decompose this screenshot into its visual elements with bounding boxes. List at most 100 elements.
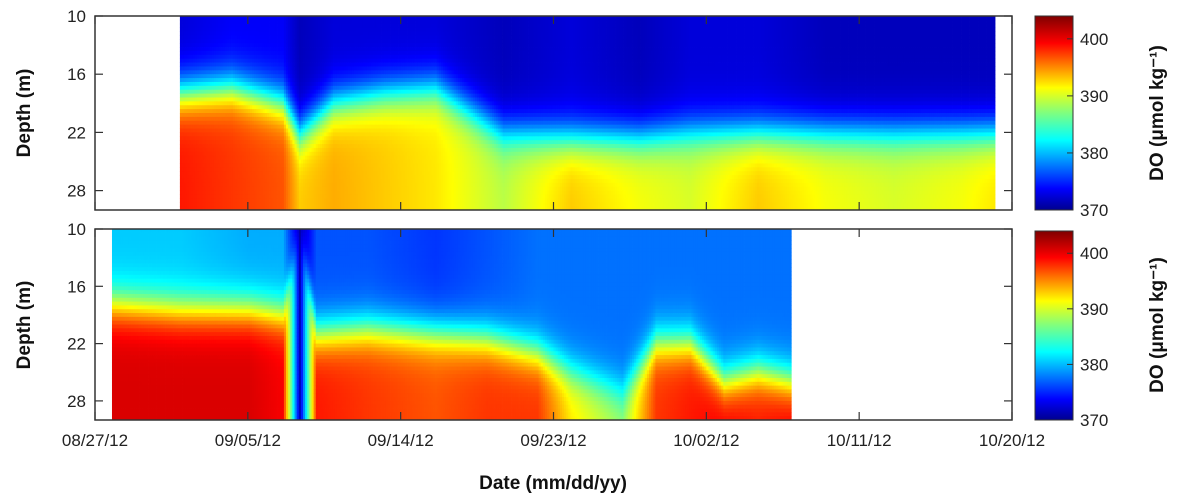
heatmap-cell: [279, 39, 283, 44]
heatmap-cell: [201, 47, 204, 52]
heatmap-cell: [241, 182, 244, 188]
heatmap-cell: [264, 70, 268, 75]
heatmap-cell: [266, 58, 270, 63]
heatmap-cell: [286, 66, 289, 71]
heatmap-cell: [283, 128, 287, 133]
heatmap-cell: [222, 85, 225, 91]
heatmap-cell: [222, 124, 225, 129]
heatmap-cell: [179, 136, 183, 141]
heatmap-cell: [209, 132, 213, 137]
heatmap-cell: [211, 66, 215, 71]
heatmap-cell: [182, 140, 185, 145]
heatmap-cell: [211, 78, 215, 83]
heatmap-cell: [230, 136, 234, 141]
heatmap-cell: [288, 171, 291, 176]
heatmap-cell: [184, 206, 187, 210]
heatmap-cell: [249, 105, 253, 110]
heatmap-cell: [290, 74, 293, 79]
heatmap-cell: [288, 101, 291, 106]
heatmap-cell: [252, 97, 255, 102]
heatmap-cell: [215, 167, 219, 172]
heatmap-cell: [237, 62, 240, 67]
heatmap-cell: [192, 23, 196, 29]
heatmap-cell: [254, 198, 257, 203]
heatmap-cell: [258, 101, 261, 106]
heatmap-cell: [213, 206, 217, 210]
heatmap-cell: [298, 19, 302, 25]
heatmap-cell: [283, 85, 287, 91]
heatmap-cell: [271, 140, 274, 145]
heatmap-cell: [203, 47, 206, 52]
heatmap-cell: [226, 120, 230, 126]
heatmap-cell: [271, 16, 274, 21]
heatmap-cell: [188, 66, 191, 71]
heatmap-cell: [184, 182, 187, 188]
heatmap-cell: [292, 97, 295, 102]
heatmap-cell: [203, 206, 206, 210]
heatmap-cell: [211, 155, 215, 160]
heatmap-cell: [203, 97, 206, 102]
heatmap-cell: [252, 81, 255, 87]
heatmap-cell: [288, 31, 291, 36]
heatmap-cell: [305, 74, 308, 79]
heatmap-cell: [313, 128, 317, 133]
heatmap-cell: [192, 101, 196, 106]
heatmap-cell: [245, 198, 249, 203]
heatmap-cell: [296, 74, 300, 79]
heatmap-cell: [245, 97, 249, 102]
heatmap-cell: [275, 47, 278, 52]
heatmap-cell: [290, 178, 293, 184]
heatmap-cell: [184, 140, 187, 145]
heatmap-cell: [283, 136, 287, 141]
heatmap-cell: [254, 175, 257, 180]
heatmap-cell: [196, 78, 200, 83]
heatmap-cell: [247, 47, 251, 52]
heatmap-cell: [245, 105, 249, 110]
heatmap-cell: [279, 93, 283, 98]
heatmap-cell: [228, 120, 232, 126]
heatmap-cell: [290, 175, 293, 180]
heatmap-cell: [182, 31, 185, 36]
heatmap-cell: [182, 186, 185, 191]
heatmap-cell: [258, 74, 261, 79]
heatmap-cell: [203, 163, 206, 168]
heatmap-cell: [182, 70, 185, 75]
heatmap-cell: [205, 113, 208, 118]
heatmap-cell: [300, 155, 304, 160]
heatmap-cell: [298, 155, 302, 160]
heatmap-cell: [277, 140, 281, 145]
heatmap-cell: [264, 167, 268, 172]
heatmap-cell: [201, 39, 204, 44]
heatmap-cell: [243, 147, 247, 153]
heatmap-cell: [196, 101, 200, 106]
heatmap-cell: [275, 62, 278, 67]
heatmap-cell: [209, 109, 213, 114]
heatmap-cell: [277, 190, 281, 195]
heatmap-cell: [292, 66, 295, 71]
heatmap-cell: [305, 43, 308, 48]
heatmap-cell: [296, 151, 300, 157]
heatmap-cell: [260, 155, 264, 160]
heatmap-cell: [218, 159, 221, 164]
heatmap-cell: [205, 85, 208, 91]
heatmap-cell: [309, 19, 312, 25]
heatmap-cell: [262, 178, 266, 184]
heatmap-cell: [298, 62, 302, 67]
heatmap-cell: [213, 105, 217, 110]
heatmap-cell: [201, 167, 204, 172]
heatmap-cell: [228, 178, 232, 184]
heatmap-cell: [309, 194, 312, 199]
heatmap-cell: [262, 16, 266, 21]
heatmap-cell: [226, 132, 230, 137]
heatmap-cell: [309, 206, 312, 210]
heatmap-cell: [273, 62, 276, 67]
heatmap-cell: [232, 89, 236, 94]
heatmap-cell: [288, 39, 291, 44]
heatmap-cell: [190, 155, 194, 160]
heatmap-cell: [230, 182, 234, 188]
heatmap-cell: [215, 124, 219, 129]
heatmap-cell: [232, 198, 236, 203]
heatmap-cell: [192, 97, 196, 102]
heatmap-cell: [226, 151, 230, 157]
heatmap-cell: [254, 194, 257, 199]
